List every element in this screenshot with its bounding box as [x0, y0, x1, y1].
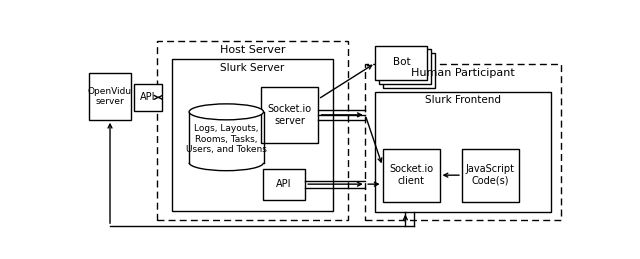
Text: OpenVidu
server: OpenVidu server	[88, 87, 132, 106]
Text: API: API	[140, 92, 156, 102]
Text: Human Participant: Human Participant	[412, 68, 515, 78]
Bar	[383, 53, 435, 88]
Bar	[462, 149, 519, 202]
Text: Bot: Bot	[392, 57, 410, 67]
Bar	[375, 92, 551, 212]
Bar	[261, 87, 318, 143]
Text: Socket.io
client: Socket.io client	[389, 164, 433, 186]
Text: Slurk Frontend: Slurk Frontend	[425, 96, 501, 105]
Bar	[262, 169, 305, 200]
Bar	[89, 73, 131, 120]
Text: JavaScript
Code(s): JavaScript Code(s)	[466, 164, 515, 186]
Text: Logs, Layouts,
Rooms, Tasks,
Users, and Tokens: Logs, Layouts, Rooms, Tasks, Users, and …	[186, 124, 267, 154]
Text: Socket.io
server: Socket.io server	[268, 104, 312, 126]
Bar	[157, 41, 348, 220]
Bar	[376, 46, 428, 81]
Bar	[172, 59, 333, 211]
Bar	[365, 64, 561, 220]
Bar	[380, 49, 431, 84]
Text: Host Server: Host Server	[220, 45, 285, 55]
Ellipse shape	[189, 104, 264, 120]
Text: API: API	[276, 179, 291, 189]
Bar	[134, 84, 163, 111]
Bar	[383, 149, 440, 202]
Text: Slurk Server: Slurk Server	[220, 63, 285, 73]
